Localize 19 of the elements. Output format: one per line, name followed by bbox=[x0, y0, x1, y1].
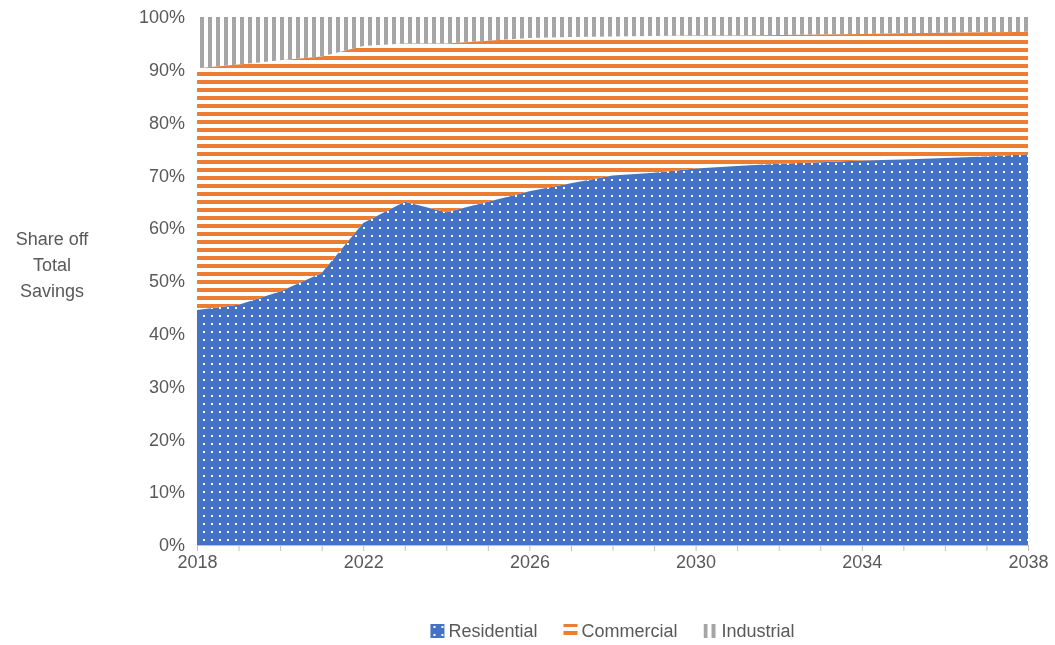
y-tick-label: 20% bbox=[148, 429, 185, 450]
y-tick-label: 60% bbox=[148, 218, 185, 239]
y-tick-label: 30% bbox=[148, 376, 185, 397]
x-tick-label: 2038 bbox=[1008, 551, 1049, 572]
legend-label: Commercial bbox=[581, 621, 678, 641]
y-tick-label: 50% bbox=[148, 271, 185, 292]
y-axis-title: Share off Total Savings bbox=[15, 229, 90, 301]
x-tick-label: 2026 bbox=[509, 551, 550, 572]
x-tick-label: 2030 bbox=[676, 551, 717, 572]
y-tick-label: 40% bbox=[148, 324, 185, 345]
legend-label: Industrial bbox=[721, 621, 795, 641]
y-tick-label: 80% bbox=[148, 112, 185, 133]
y-tick-label: 100% bbox=[138, 7, 185, 28]
x-tick-label: 2034 bbox=[842, 551, 883, 572]
y-tick-label: 70% bbox=[148, 165, 185, 186]
y-tick-label: 10% bbox=[148, 482, 185, 503]
legend-label: Residential bbox=[448, 621, 538, 641]
y-tick-label: 90% bbox=[148, 60, 185, 81]
x-tick-label: 2022 bbox=[343, 551, 384, 572]
